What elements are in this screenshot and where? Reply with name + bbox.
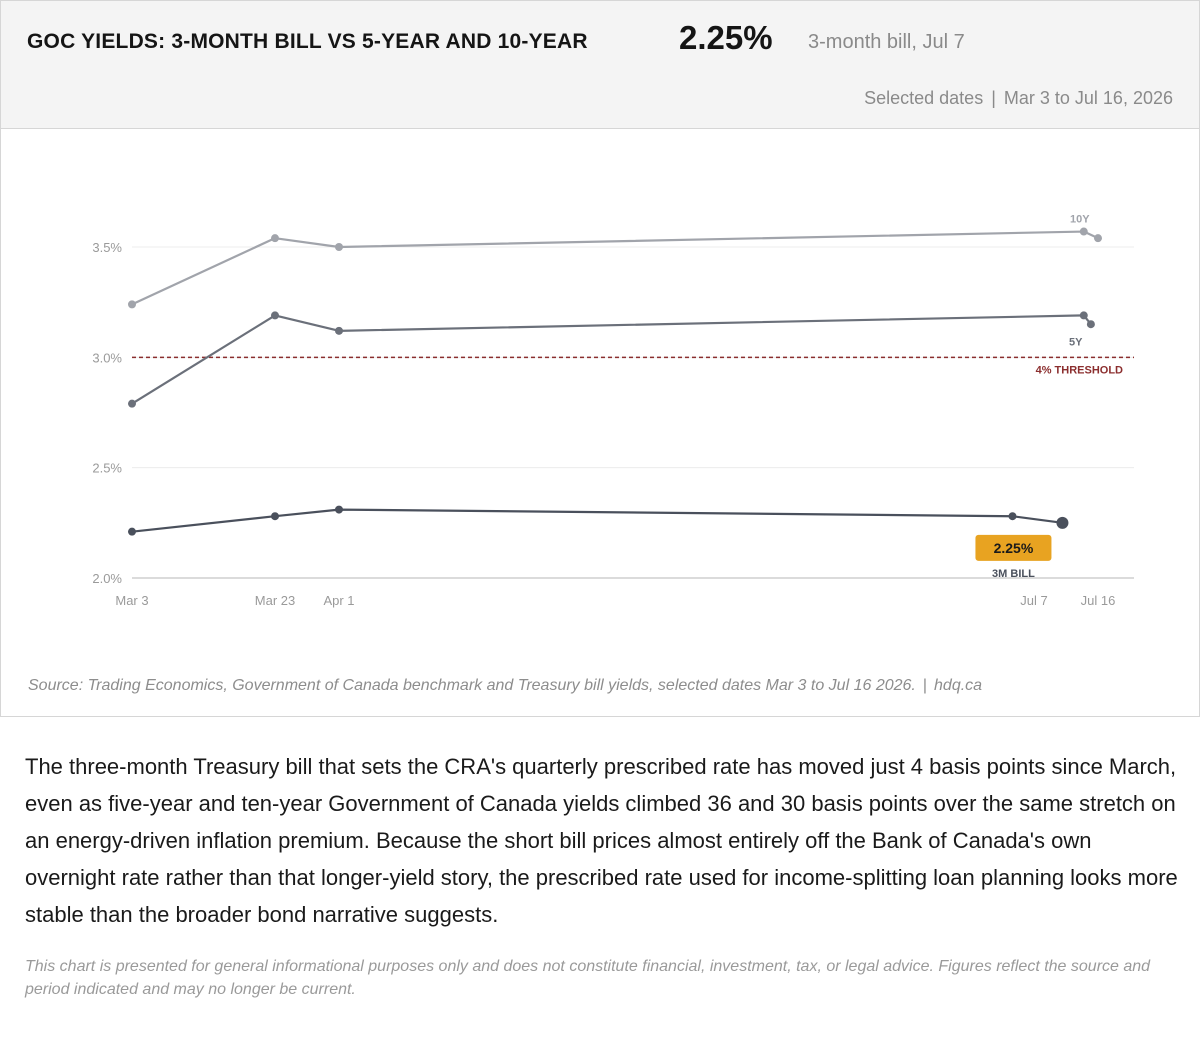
source-text: Source: Trading Economics, Government of… bbox=[28, 677, 916, 694]
y-tick-label: 2.0% bbox=[92, 571, 122, 586]
series-line bbox=[130, 508, 1064, 533]
y-tick-label: 3.0% bbox=[92, 350, 122, 365]
data-point bbox=[128, 399, 136, 408]
disclaimer-note: This chart is presented for general info… bbox=[25, 958, 1151, 998]
data-point bbox=[271, 234, 279, 243]
source-site: hdq.ca bbox=[934, 677, 983, 694]
headline-value: 2.25% bbox=[679, 19, 773, 56]
source-separator: | bbox=[922, 677, 928, 694]
selected-dates-range: Mar 3 to Jul 16, 2026 bbox=[1003, 88, 1173, 108]
chart-header: GOC YIELDS: 3-MONTH BILL VS 5-YEAR AND 1… bbox=[1, 1, 1199, 129]
data-point bbox=[1008, 512, 1017, 521]
label-layer: 10Y 5Y 3M BILL 2.25% bbox=[975, 214, 1090, 580]
selected-dates-separator: | bbox=[991, 88, 996, 108]
data-point bbox=[335, 243, 343, 251]
data-point bbox=[271, 512, 279, 521]
data-point bbox=[1094, 234, 1102, 243]
data-point bbox=[1079, 227, 1088, 236]
threshold-label: 4% THRESHOLD bbox=[1036, 364, 1123, 376]
callout-label: 2.25% bbox=[994, 540, 1034, 556]
data-point bbox=[335, 505, 343, 514]
data-point bbox=[271, 311, 279, 320]
selected-dates-label: Selected dates bbox=[864, 88, 984, 108]
series-layer bbox=[128, 227, 1102, 536]
x-tick-label: Jul 7 bbox=[1020, 593, 1047, 608]
data-point bbox=[1056, 516, 1069, 529]
callout-badge bbox=[975, 534, 1052, 561]
source-note: Source: Trading Economics, Government of… bbox=[28, 677, 982, 695]
yield-line-chart: 2.0% 2.5% 3.0% 3.5% Mar 3 Mar 23 Apr 1 Jul 7 Jul… bbox=[92, 214, 1134, 608]
data-point bbox=[1086, 320, 1095, 329]
y-tick-label: 3.5% bbox=[92, 240, 122, 255]
chart-card: GOC YIELDS: 3-MONTH BILL VS 5-YEAR AND 1… bbox=[0, 0, 1200, 717]
series-line bbox=[130, 230, 1100, 306]
reference-layer: 4% THRESHOLD bbox=[132, 356, 1134, 376]
x-tick-label: Jul 16 bbox=[1081, 593, 1116, 608]
chart-title: GOC YIELDS: 3-MONTH BILL VS 5-YEAR AND 1… bbox=[27, 30, 588, 53]
series-label: 3M BILL bbox=[992, 568, 1035, 580]
series-line bbox=[130, 314, 1092, 405]
x-tick-label: Mar 3 bbox=[115, 593, 148, 608]
x-tick-label: Apr 1 bbox=[323, 593, 354, 608]
series-label: 5Y bbox=[1069, 336, 1083, 348]
data-point bbox=[128, 300, 136, 309]
selected-dates: Selected dates | Mar 3 to Jul 16, 2026 bbox=[864, 88, 1173, 109]
headline-caption: 3-month bill, Jul 7 bbox=[808, 31, 965, 53]
x-tick-label: Mar 23 bbox=[255, 593, 295, 608]
data-point bbox=[335, 326, 343, 335]
y-tick-label: 2.5% bbox=[92, 461, 122, 476]
grid-layer: 2.0% 2.5% 3.0% 3.5% Mar 3 Mar 23 Apr 1 Jul 7 Jul… bbox=[92, 240, 1134, 608]
commentary-paragraph: The three-month Treasury bill that sets … bbox=[25, 754, 1178, 927]
data-point bbox=[1079, 311, 1088, 320]
data-point bbox=[128, 527, 136, 536]
series-label: 10Y bbox=[1070, 214, 1090, 226]
